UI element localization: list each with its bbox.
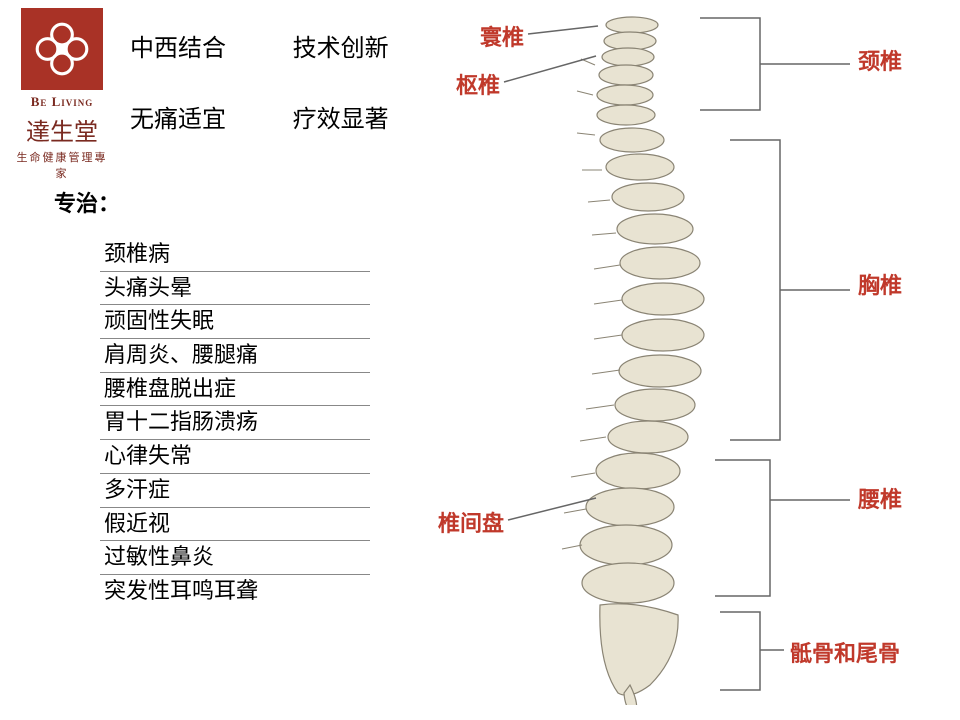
label-lumbar: 腰椎	[858, 482, 902, 514]
label-sacrum: 骶骨和尾骨	[790, 636, 900, 668]
label-axis: 枢椎	[456, 68, 500, 100]
label-disc: 椎间盘	[438, 506, 504, 538]
bracket-sacrum	[0, 0, 960, 720]
label-cervical: 颈椎	[858, 44, 902, 76]
label-atlas: 寰椎	[480, 20, 524, 52]
label-thoracic: 胸椎	[858, 268, 902, 300]
